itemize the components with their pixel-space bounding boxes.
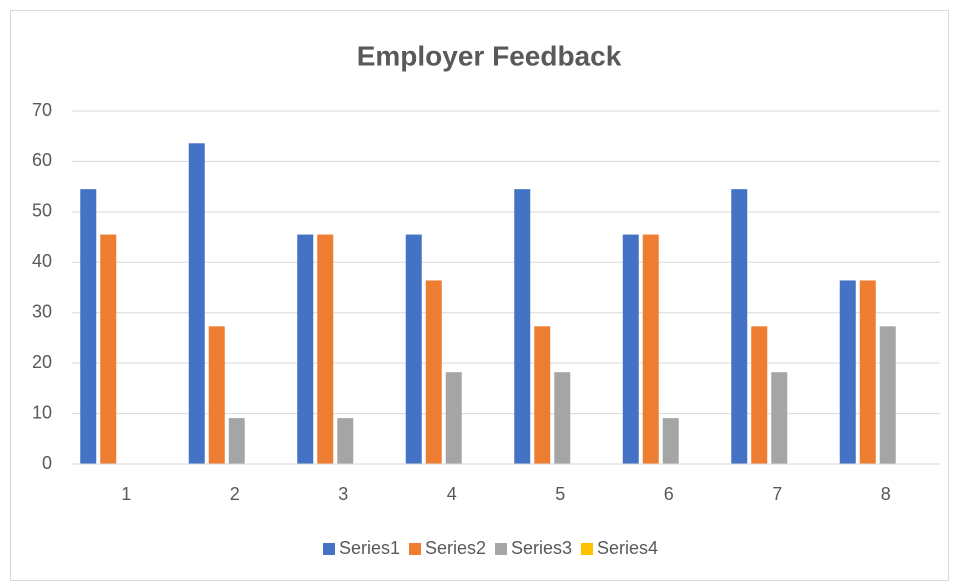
- legend-label: Series4: [597, 538, 658, 558]
- bar: [445, 372, 462, 464]
- bar: [188, 143, 205, 464]
- legend-label: Series2: [425, 538, 486, 558]
- bar: [731, 189, 748, 464]
- y-tick-label: 70: [32, 100, 52, 120]
- x-tick-label: 7: [772, 484, 782, 504]
- bar: [879, 326, 896, 464]
- bar: [554, 372, 571, 464]
- legend-label: Series1: [339, 538, 400, 558]
- bar: [208, 326, 225, 464]
- bar: [771, 372, 788, 464]
- bar: [751, 326, 768, 464]
- bar: [337, 418, 354, 464]
- legend-swatch: [581, 543, 593, 555]
- y-tick-label: 0: [42, 453, 52, 473]
- y-tick-label: 40: [32, 251, 52, 271]
- bar: [534, 326, 551, 464]
- legend-swatch: [409, 543, 421, 555]
- x-tick-label: 5: [555, 484, 565, 504]
- bar: [425, 280, 442, 464]
- bar: [228, 418, 245, 464]
- x-tick-label: 4: [447, 484, 457, 504]
- bar: [80, 189, 97, 464]
- x-tick-label: 8: [881, 484, 891, 504]
- bar: [405, 234, 422, 464]
- bar: [100, 234, 117, 464]
- y-tick-label: 60: [32, 150, 52, 170]
- bar: [859, 280, 876, 464]
- bar: [317, 234, 334, 464]
- x-tick-label: 1: [121, 484, 131, 504]
- bar: [297, 234, 314, 464]
- bar: [839, 280, 856, 464]
- bar: [514, 189, 531, 464]
- chart-area: [10, 10, 949, 581]
- y-tick-label: 30: [32, 301, 52, 321]
- y-tick-label: 50: [32, 201, 52, 221]
- y-tick-label: 20: [32, 352, 52, 372]
- y-tick-label: 10: [32, 402, 52, 422]
- bar: [662, 418, 679, 464]
- bar: [622, 234, 639, 464]
- x-tick-label: 3: [338, 484, 348, 504]
- x-tick-label: 2: [230, 484, 240, 504]
- chart-title: Employer Feedback: [357, 40, 622, 71]
- bar: [642, 234, 659, 464]
- legend-swatch: [495, 543, 507, 555]
- legend-label: Series3: [511, 538, 572, 558]
- x-tick-label: 6: [664, 484, 674, 504]
- legend-swatch: [323, 543, 335, 555]
